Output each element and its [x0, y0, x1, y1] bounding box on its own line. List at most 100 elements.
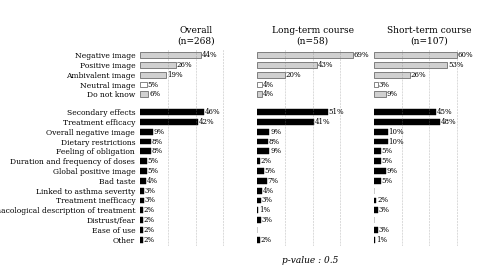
Bar [140, 62, 176, 68]
Text: 3%: 3% [145, 197, 156, 204]
Bar [257, 139, 268, 144]
Bar [374, 207, 378, 213]
Title: Long-term course
(n=58): Long-term course (n=58) [272, 26, 353, 46]
Text: 5%: 5% [148, 81, 159, 88]
Bar [257, 237, 260, 243]
Text: 9%: 9% [270, 128, 281, 136]
Bar [257, 207, 258, 213]
Text: 2%: 2% [144, 226, 154, 234]
Bar [257, 178, 266, 184]
Bar [374, 227, 378, 233]
Bar [257, 62, 316, 68]
Bar [257, 91, 262, 97]
Text: 19%: 19% [167, 71, 183, 79]
Bar [374, 158, 380, 164]
Bar [140, 82, 147, 87]
Text: 5%: 5% [148, 157, 159, 165]
Text: 60%: 60% [458, 51, 473, 59]
Text: 69%: 69% [354, 51, 369, 59]
Bar [374, 129, 388, 135]
Text: 9%: 9% [270, 147, 281, 155]
Text: 6%: 6% [149, 90, 160, 98]
Text: 2%: 2% [144, 236, 154, 244]
Bar [140, 109, 204, 115]
Text: 5%: 5% [382, 157, 392, 165]
Text: 10%: 10% [388, 128, 404, 136]
Bar [257, 109, 328, 115]
Text: 8%: 8% [268, 138, 280, 146]
Text: 3%: 3% [262, 197, 272, 204]
Title: Short-term course
(n=107): Short-term course (n=107) [387, 26, 471, 46]
Bar [140, 227, 143, 233]
Text: 48%: 48% [441, 118, 457, 126]
Text: 43%: 43% [318, 61, 333, 69]
Text: 2%: 2% [144, 216, 154, 224]
Bar [140, 178, 145, 184]
Text: 5%: 5% [264, 167, 276, 175]
Text: 45%: 45% [437, 108, 452, 116]
Bar [374, 149, 380, 154]
Text: 9%: 9% [387, 167, 398, 175]
Text: 5%: 5% [382, 177, 392, 185]
Text: 41%: 41% [314, 118, 330, 126]
Bar [140, 129, 152, 135]
Bar [374, 178, 380, 184]
Bar [374, 119, 440, 125]
Text: 3%: 3% [378, 81, 390, 88]
Bar [140, 237, 143, 243]
Bar [140, 119, 198, 125]
Bar [257, 149, 270, 154]
Bar [140, 72, 166, 78]
Text: 4%: 4% [263, 81, 274, 88]
Text: 46%: 46% [204, 108, 220, 116]
Bar [257, 168, 264, 174]
Bar [257, 52, 353, 58]
Text: 7%: 7% [268, 177, 278, 185]
Text: p-value : 0.5: p-value : 0.5 [282, 256, 338, 265]
Bar [374, 109, 436, 115]
Bar [140, 198, 144, 203]
Text: 1%: 1% [259, 206, 270, 214]
Text: 2%: 2% [144, 206, 154, 214]
Text: 26%: 26% [410, 71, 426, 79]
Text: 2%: 2% [260, 236, 272, 244]
Text: 3%: 3% [378, 226, 390, 234]
Bar [374, 237, 375, 243]
Bar [257, 198, 261, 203]
Bar [257, 158, 260, 164]
Text: 2%: 2% [377, 197, 388, 204]
Bar [374, 82, 378, 87]
Text: 26%: 26% [177, 61, 192, 69]
Title: Overall
(n=268): Overall (n=268) [177, 26, 214, 46]
Text: 9%: 9% [153, 128, 164, 136]
Bar [140, 139, 151, 144]
Bar [374, 72, 410, 78]
Text: 2%: 2% [260, 157, 272, 165]
Bar [257, 188, 262, 194]
Bar [140, 207, 143, 213]
Bar [140, 149, 151, 154]
Text: 9%: 9% [387, 90, 398, 98]
Bar [140, 158, 147, 164]
Bar [257, 72, 284, 78]
Text: 4%: 4% [263, 90, 274, 98]
Bar [374, 139, 388, 144]
Text: 3%: 3% [145, 187, 156, 195]
Bar [257, 217, 261, 223]
Bar [374, 168, 386, 174]
Bar [140, 52, 201, 58]
Text: 1%: 1% [376, 236, 387, 244]
Bar [140, 217, 143, 223]
Text: 5%: 5% [382, 147, 392, 155]
Text: 8%: 8% [152, 138, 163, 146]
Text: 3%: 3% [378, 206, 390, 214]
Bar [374, 62, 448, 68]
Text: 8%: 8% [152, 147, 163, 155]
Bar [374, 198, 376, 203]
Text: 42%: 42% [199, 118, 214, 126]
Bar [257, 119, 314, 125]
Text: 20%: 20% [286, 71, 301, 79]
Text: 3%: 3% [262, 216, 272, 224]
Bar [374, 91, 386, 97]
Text: 51%: 51% [328, 108, 344, 116]
